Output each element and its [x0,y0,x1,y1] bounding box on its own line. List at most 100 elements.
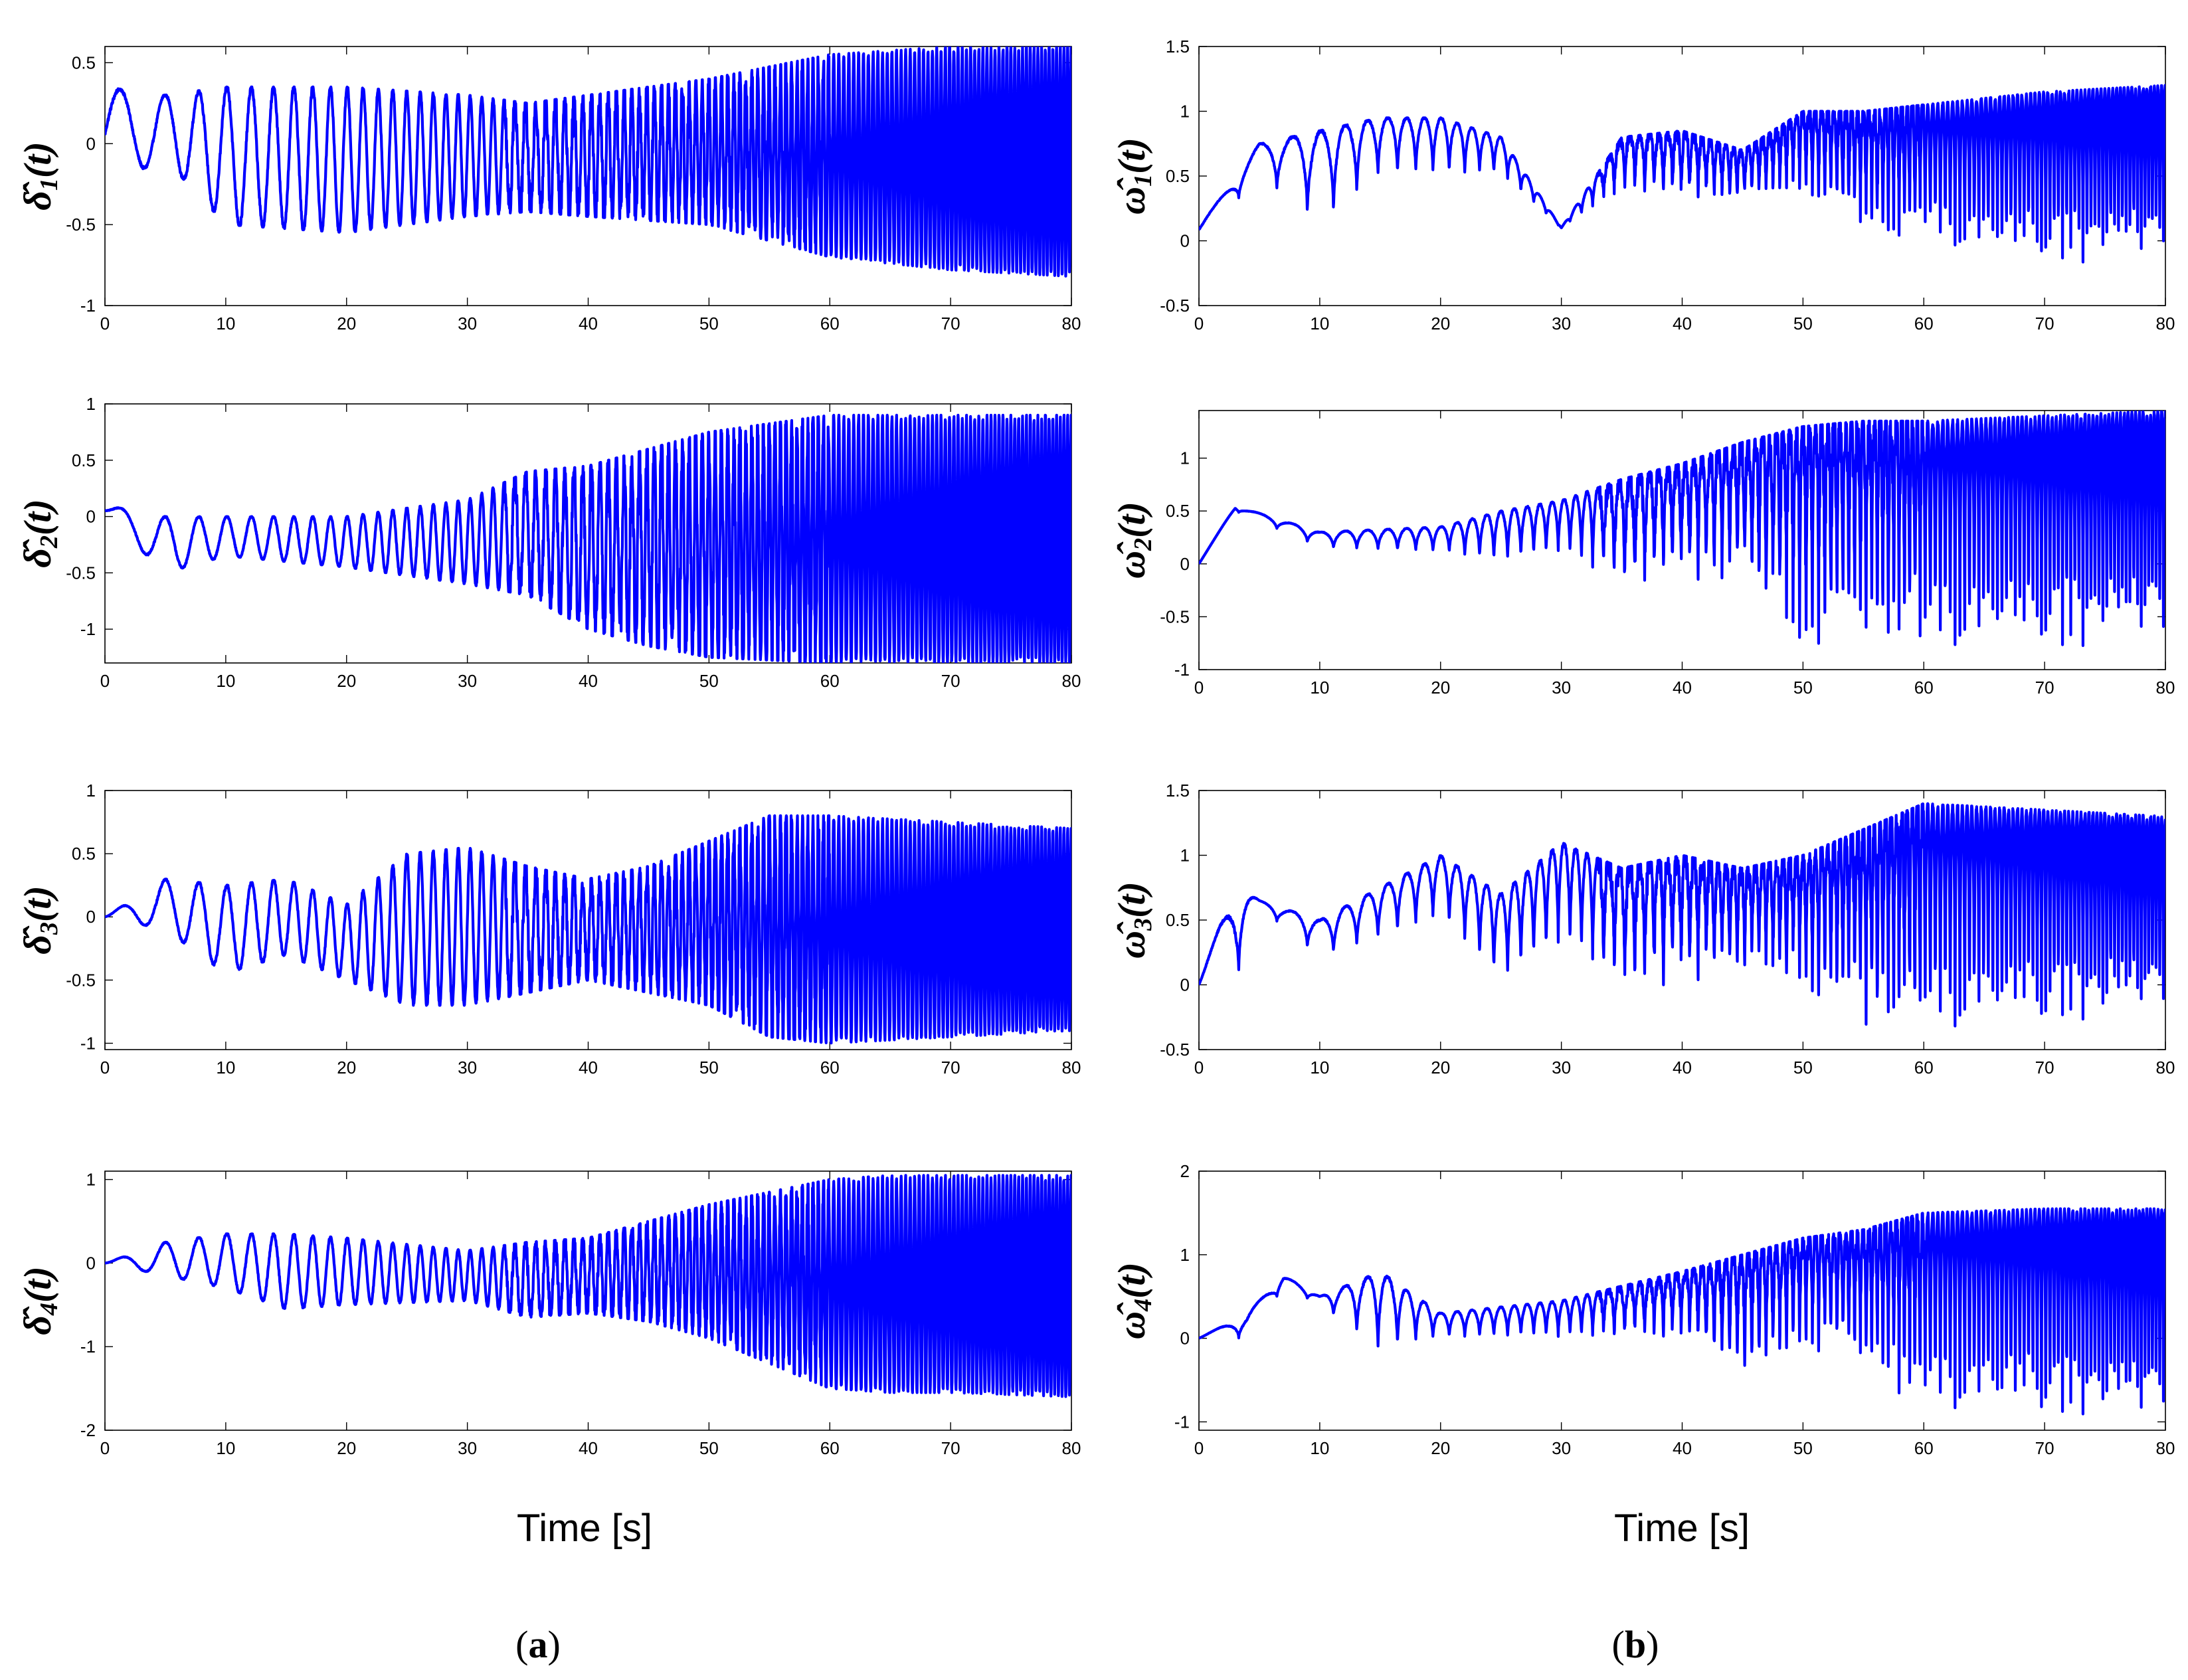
xtick-label-b1-8: 80 [2156,314,2175,333]
xtick-label-a1-5: 50 [699,314,719,333]
ytick-label-b4-2: 1 [1180,1245,1190,1265]
xtick-label-b2-1: 10 [1310,678,1329,698]
series-line-b1 [1199,84,2165,264]
xtick-label-a3-6: 60 [820,1058,840,1077]
ytick-label-a2-1: -0.5 [66,563,96,583]
ylabel-b3: ω̂3(t) [1110,882,1157,959]
series-line-a3 [105,814,1071,1045]
series-line-a2 [105,413,1071,663]
xtick-label-a1-6: 60 [820,314,840,333]
xtick-label-a1-4: 40 [579,314,598,333]
ytick-label-a2-3: 0.5 [72,450,96,470]
xtick-label-b4-5: 50 [1793,1438,1813,1458]
xtick-label-a3-3: 30 [458,1058,477,1077]
xtick-label-b1-0: 0 [1194,314,1204,333]
xtick-label-b3-3: 30 [1552,1058,1571,1077]
ylabel-arg-a1: (t) [16,141,59,178]
ylabel-sub-a3: 3 [35,922,63,935]
xtick-label-b1-4: 40 [1673,314,1692,333]
xtick-label-a4-0: 0 [100,1438,110,1458]
ylabel-a4: δ̂4(t) [16,1266,63,1335]
ytick-label-a4-3: 1 [86,1170,96,1190]
xtick-label-a3-2: 20 [337,1058,356,1077]
series-line-a1 [105,47,1071,278]
ytick-label-b1-1: 0 [1180,231,1190,251]
ytick-label-b4-3: 2 [1180,1161,1190,1181]
xtick-label-b2-3: 30 [1552,678,1571,698]
xtick-label-a4-3: 30 [458,1438,477,1458]
xtick-label-b3-4: 40 [1673,1058,1692,1077]
ytick-label-b2-4: 1 [1180,448,1190,468]
ylabel-a2: δ̂2(t) [16,499,63,567]
ylabel-sub-b4: 4 [1129,1299,1157,1312]
xtick-label-b1-3: 30 [1552,314,1571,333]
xtick-label-b4-2: 20 [1431,1438,1450,1458]
xtick-label-b3-8: 80 [2156,1058,2175,1077]
xtick-label-a3-1: 10 [216,1058,235,1077]
xtick-label-b2-4: 40 [1673,678,1692,698]
ytick-label-a3-1: -0.5 [66,970,96,990]
xtick-label-a3-7: 70 [941,1058,960,1077]
xtick-label-a2-8: 80 [1062,671,1081,691]
xtick-label-a4-1: 10 [216,1438,235,1458]
xtick-label-a2-0: 0 [100,671,110,691]
xtick-label-b1-2: 20 [1431,314,1450,333]
xtick-label-b2-0: 0 [1194,678,1204,698]
ytick-label-b1-0: -0.5 [1160,296,1190,316]
xtick-label-b4-0: 0 [1194,1438,1204,1458]
ylabel-arg-a2: (t) [16,499,59,535]
xtick-label-a2-7: 70 [941,671,960,691]
ytick-label-a1-3: 0.5 [72,52,96,72]
ytick-label-b3-3: 1 [1180,846,1190,866]
ytick-label-b1-2: 0.5 [1166,166,1190,186]
xtick-label-a1-8: 80 [1062,314,1081,333]
ytick-label-a1-1: -0.5 [66,215,96,234]
xtick-label-a1-3: 30 [458,314,477,333]
xtick-label-b3-7: 70 [2035,1058,2054,1077]
xtick-label-b1-7: 70 [2035,314,2054,333]
plot-b3: 0 10 20 30 40 50 60 70 80-0.500.511.5ω̂3(t) [1110,781,2175,1077]
xtick-label-b4-7: 70 [2035,1438,2054,1458]
xtick-label-b3-1: 10 [1310,1058,1329,1077]
ytick-label-a2-0: -1 [80,619,96,639]
xtick-label-a2-6: 60 [820,671,840,691]
xtick-label-a4-7: 70 [941,1438,960,1458]
series-line-a4 [105,1174,1071,1398]
series-line-b4 [1199,1207,2165,1416]
xlabel-b: Time [s] [1614,1507,1750,1550]
xtick-label-a1-2: 20 [337,314,356,333]
ylabel-sub-b2: 2 [1129,538,1157,551]
ytick-label-a4-0: -2 [80,1420,96,1440]
ytick-label-b2-2: 0 [1180,554,1190,574]
plot-a2: 0 10 20 30 40 50 60 70 80 -1 -0.5 0 0.5 1 δ̂2(t) [16,394,1081,691]
ytick-label-b3-1: 0 [1180,975,1190,995]
xtick-label-b2-5: 50 [1793,678,1813,698]
xtick-label-b4-6: 60 [1914,1438,1934,1458]
xtick-label-a2-1: 10 [216,671,235,691]
plot-a4: 0 10 20 30 40 50 60 70 80 -2 -1 0 1 δ̂4(t) [16,1170,1081,1458]
ylabel-arg-b4: (t) [1110,1262,1153,1299]
ytick-label-a2-2: 0 [86,507,96,527]
xlabel-a: Time [s] [517,1507,652,1550]
ytick-label-a4-1: -1 [80,1337,96,1356]
xtick-label-a4-6: 60 [820,1438,840,1458]
ylabel-b2: ω̂2(t) [1110,502,1157,579]
ytick-label-b2-3: 0.5 [1166,501,1190,521]
ylabel-sub-b1: 1 [1129,174,1157,187]
ytick-label-a1-0: -1 [80,296,96,316]
series-line-b2 [1199,411,2165,647]
ylabel-b1: ω̂1(t) [1110,138,1157,215]
plot-b1: 0 10 20 30 40 50 60 70 80-0.500.511.5ω̂1(t) [1110,37,2175,333]
xtick-label-b3-2: 20 [1431,1058,1450,1077]
xtick-label-b3-5: 50 [1793,1058,1813,1077]
ylabel-sub-a4: 4 [35,1303,63,1316]
ylabel-sub-a2: 2 [35,535,63,549]
ytick-label-a1-2: 0 [86,134,96,153]
ytick-label-b4-0: -1 [1174,1412,1190,1432]
ylabel-arg-b3: (t) [1110,882,1153,918]
ytick-label-b4-1: 0 [1180,1329,1190,1349]
xtick-label-b2-6: 60 [1914,678,1934,698]
plot-b2: 0 10 20 30 40 50 60 70 80 -1 -0.5 0 0.5 1 ω̂2(t) [1110,410,2175,698]
ylabel-arg-a4: (t) [16,1266,59,1303]
